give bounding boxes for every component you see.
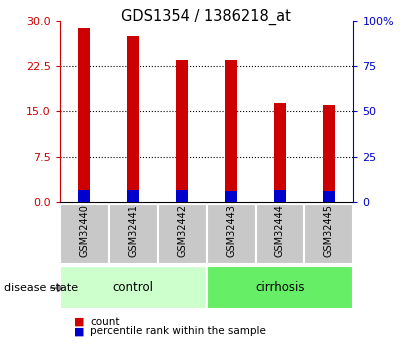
- Bar: [274, 104, 286, 202]
- Bar: [225, 191, 237, 202]
- Bar: [206, 204, 256, 264]
- Text: count: count: [90, 317, 120, 326]
- Text: ■: ■: [74, 317, 85, 326]
- Bar: [60, 266, 206, 309]
- Text: GSM32442: GSM32442: [177, 204, 187, 257]
- Bar: [127, 190, 139, 202]
- Bar: [176, 60, 188, 202]
- Bar: [305, 204, 353, 264]
- Bar: [323, 105, 335, 202]
- Text: GSM32440: GSM32440: [79, 204, 89, 257]
- Bar: [225, 60, 237, 202]
- Bar: [256, 204, 305, 264]
- Text: GSM32441: GSM32441: [128, 204, 138, 257]
- Text: cirrhosis: cirrhosis: [255, 281, 305, 294]
- Text: ■: ■: [74, 326, 85, 336]
- Bar: [157, 204, 206, 264]
- Text: GSM32443: GSM32443: [226, 204, 236, 257]
- Text: percentile rank within the sample: percentile rank within the sample: [90, 326, 266, 336]
- Text: GDS1354 / 1386218_at: GDS1354 / 1386218_at: [120, 9, 291, 25]
- Bar: [176, 190, 188, 202]
- Bar: [78, 190, 90, 202]
- Text: GSM32445: GSM32445: [324, 204, 334, 257]
- Bar: [274, 190, 286, 202]
- Bar: [323, 191, 335, 202]
- Bar: [60, 204, 109, 264]
- Text: GSM32444: GSM32444: [275, 204, 285, 257]
- Bar: [78, 28, 90, 202]
- Bar: [206, 266, 353, 309]
- Bar: [109, 204, 157, 264]
- Text: disease state: disease state: [4, 283, 78, 293]
- Text: control: control: [113, 281, 154, 294]
- Bar: [127, 36, 139, 202]
